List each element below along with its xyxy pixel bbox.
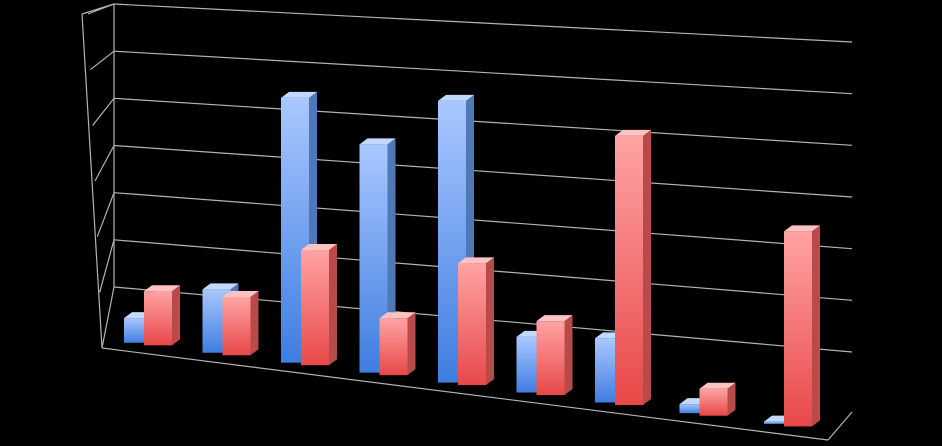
bar-series-b-8	[784, 225, 820, 427]
bar-series-b-3-side	[407, 312, 416, 376]
bar-series-b-4	[458, 257, 494, 386]
bar-series-b-2-side	[329, 244, 337, 366]
grid-layer	[81, 3, 853, 441]
side-wall-top-edge	[81, 3, 115, 15]
floor-right-edge	[827, 411, 853, 441]
bar-series-b-8-side	[812, 225, 820, 427]
bar-series-b-6-front	[615, 135, 643, 406]
bar-series-b-7-side	[727, 382, 736, 416]
gridline-back	[113, 50, 853, 95]
gridline-side	[101, 286, 115, 349]
gridline-side	[96, 192, 115, 237]
gridline-side	[99, 239, 115, 293]
bar-series-b-1-front	[222, 296, 251, 356]
bar-series-b-2	[301, 244, 337, 366]
bar-series-a-8-front	[764, 421, 792, 424]
gridline-side	[89, 50, 115, 71]
bar-series-a-7-front	[679, 404, 708, 414]
bar-series-b-5-side	[564, 315, 573, 396]
bar-series-b-0	[144, 285, 180, 346]
gridline-back	[113, 97, 853, 146]
bar-series-b-2-top	[301, 244, 337, 251]
bar-series-b-7-front	[699, 388, 728, 416]
side-wall-front-edge	[81, 13, 103, 349]
bar-series-b-4-top	[458, 257, 494, 264]
bar-series-b-3-top	[379, 312, 416, 319]
bar-series-b-3-front	[379, 318, 408, 376]
gridline-back	[113, 192, 853, 250]
gridline-back	[113, 3, 853, 43]
bar-series-b-6	[615, 129, 651, 406]
bar-series-b-1	[222, 290, 259, 356]
bar-series-b-0-top	[144, 285, 180, 292]
bar-series-b-0-front	[144, 291, 172, 346]
bars-layer	[124, 91, 820, 427]
bar-series-a-2-top	[281, 91, 317, 98]
bar-series-b-2-front	[301, 250, 329, 366]
bar-series-a-4-top	[438, 94, 474, 101]
gridline-side	[94, 145, 115, 182]
bar-series-b-4-side	[486, 257, 494, 386]
bar-series-b-6-top	[615, 129, 651, 136]
bar-series-b-5-front	[536, 321, 565, 396]
bar-series-b-8-front	[784, 231, 812, 427]
bar-series-b-4-front	[458, 263, 486, 386]
bar-series-b-1-side	[250, 290, 259, 356]
gridline-side	[92, 97, 115, 126]
bar-series-b-1-top	[222, 290, 259, 297]
bar-series-b-5	[536, 315, 573, 396]
bar-series-b-0-side	[172, 285, 180, 346]
bar-series-b-5-top	[536, 315, 573, 322]
bar-series-a-3-top	[359, 138, 396, 145]
floor-front-edge	[101, 347, 829, 441]
bar-series-b-3	[379, 312, 416, 376]
bar-series-a-1-top	[202, 283, 239, 290]
bar-series-b-7	[699, 382, 736, 416]
bar-series-b-7-top	[699, 382, 736, 389]
gridline-back	[113, 144, 853, 198]
bar-series-b-8-top	[784, 225, 820, 232]
bar-series-b-6-side	[643, 129, 651, 406]
